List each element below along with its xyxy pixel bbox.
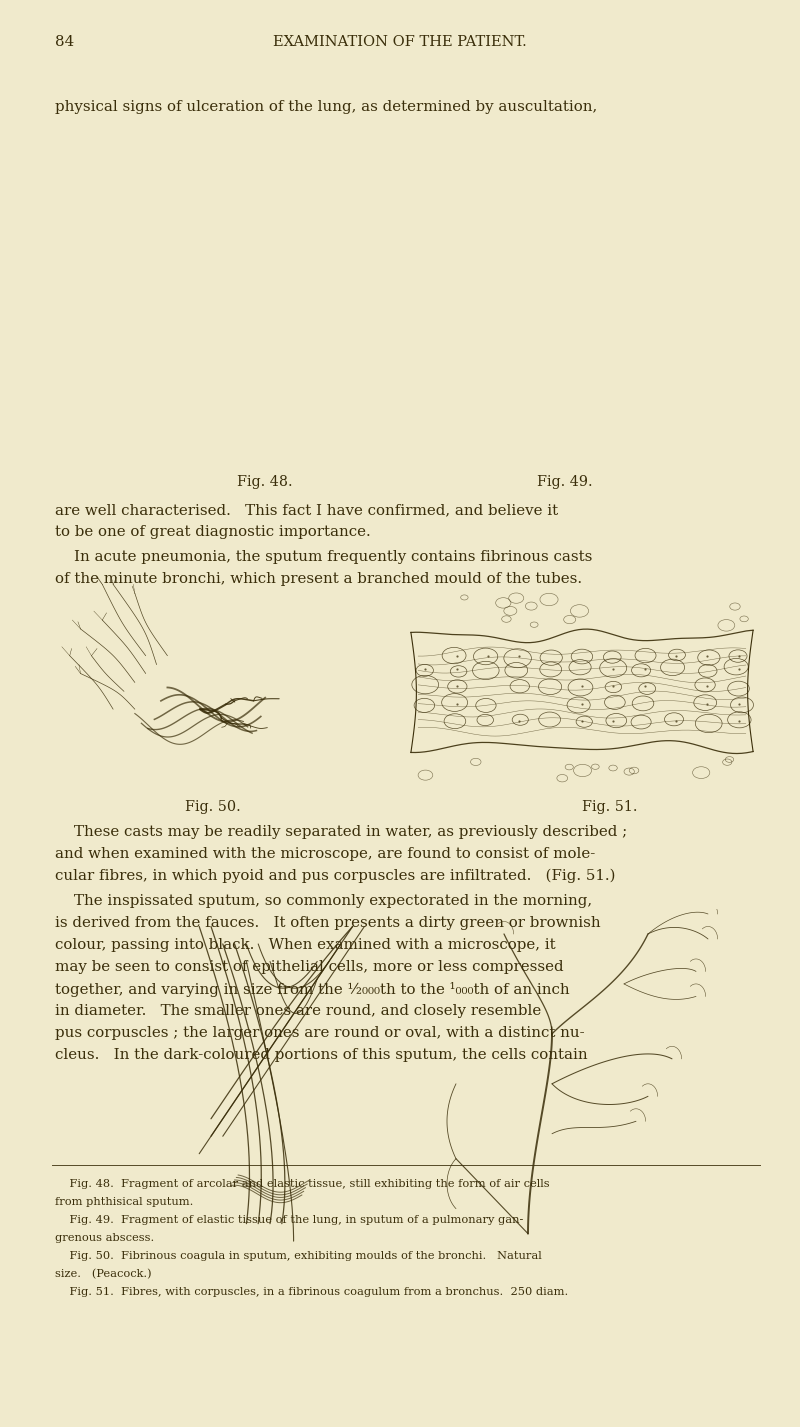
Text: to be one of great diagnostic importance.: to be one of great diagnostic importance…	[55, 525, 370, 539]
Text: of the minute bronchi, which present a branched mould of the tubes.: of the minute bronchi, which present a b…	[55, 572, 582, 586]
Text: are well characterised.   This fact I have confirmed, and believe it: are well characterised. This fact I have…	[55, 502, 558, 517]
Text: Fig. 49.  Fragment of elastic tissue of the lung, in sputum of a pulmonary gan-: Fig. 49. Fragment of elastic tissue of t…	[55, 1214, 523, 1224]
Text: Fig. 48.: Fig. 48.	[237, 475, 293, 489]
Text: size.   (Peacock.): size. (Peacock.)	[55, 1269, 152, 1280]
Text: Fig. 49.: Fig. 49.	[537, 475, 593, 489]
Text: is derived from the fauces.   It often presents a dirty green or brownish: is derived from the fauces. It often pre…	[55, 916, 601, 930]
Text: In acute pneumonia, the sputum frequently contains fibrinous casts: In acute pneumonia, the sputum frequentl…	[55, 549, 592, 564]
Text: EXAMINATION OF THE PATIENT.: EXAMINATION OF THE PATIENT.	[273, 36, 527, 49]
Text: pus corpuscles ; the larger ones are round or oval, with a distinct nu-: pus corpuscles ; the larger ones are rou…	[55, 1026, 585, 1040]
Text: may be seen to consist of epithelial cells, more or less compressed: may be seen to consist of epithelial cel…	[55, 960, 564, 975]
Text: Fig. 51.  Fibres, with corpuscles, in a fibrinous coagulum from a bronchus.  250: Fig. 51. Fibres, with corpuscles, in a f…	[55, 1287, 568, 1297]
Text: The inspissated sputum, so commonly expectorated in the morning,: The inspissated sputum, so commonly expe…	[55, 893, 592, 908]
Text: grenous abscess.: grenous abscess.	[55, 1233, 154, 1243]
Text: cleus.   In the dark-coloured portions of this sputum, the cells contain: cleus. In the dark-coloured portions of …	[55, 1047, 588, 1062]
Text: cular fibres, in which pyoid and pus corpuscles are infiltrated.   (Fig. 51.): cular fibres, in which pyoid and pus cor…	[55, 869, 615, 883]
Text: Fig. 50.: Fig. 50.	[185, 801, 241, 813]
Text: and when examined with the microscope, are found to consist of mole-: and when examined with the microscope, a…	[55, 848, 595, 860]
Text: from phthisical sputum.: from phthisical sputum.	[55, 1197, 194, 1207]
Text: 84: 84	[55, 36, 74, 49]
Text: These casts may be readily separated in water, as previously described ;: These casts may be readily separated in …	[55, 825, 627, 839]
Text: Fig. 50.  Fibrinous coagula in sputum, exhibiting moulds of the bronchi.   Natur: Fig. 50. Fibrinous coagula in sputum, ex…	[55, 1251, 542, 1261]
Text: in diameter.   The smaller ones are round, and closely resemble: in diameter. The smaller ones are round,…	[55, 1005, 542, 1017]
Text: Fig. 51.: Fig. 51.	[582, 801, 638, 813]
Text: Fig. 48.  Fragment of arcolar and elastic tissue, still exhibiting the form of a: Fig. 48. Fragment of arcolar and elastic…	[55, 1179, 550, 1189]
Text: colour, passing into black.   When examined with a microscope, it: colour, passing into black. When examine…	[55, 938, 556, 952]
Text: together, and varying in size from the ½₀₀₀th to the ¹₀₀₀th of an inch: together, and varying in size from the ½…	[55, 982, 570, 997]
Text: physical signs of ulceration of the lung, as determined by auscultation,: physical signs of ulceration of the lung…	[55, 100, 598, 114]
